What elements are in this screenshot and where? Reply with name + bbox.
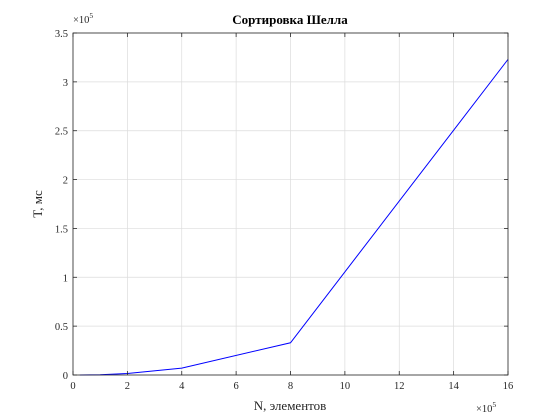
x-multiplier-base: ×10 (476, 404, 492, 415)
y-tick-label: 1 (63, 273, 68, 284)
x-tick-label: 12 (394, 381, 405, 392)
x-tick-labels: 0 2 4 6 8 10 12 14 16 (70, 381, 513, 392)
x-tick-label: 4 (179, 381, 185, 392)
y-tick-label: 3.5 (55, 29, 68, 40)
ticks (72, 32, 509, 376)
y-tick-labels: 0 0.5 1 1.5 2 2.5 3 3.5 (55, 29, 68, 382)
x-tick-label: 2 (125, 381, 130, 392)
y-multiplier-base: ×10 (73, 15, 89, 26)
y-tick-label: 2 (63, 176, 68, 187)
y-tick-label: 3 (63, 78, 68, 89)
x-tick-label: 6 (234, 381, 239, 392)
x-multiplier-exponent: 5 (492, 400, 496, 409)
y-tick-label: 1.5 (55, 224, 68, 235)
x-tick-label: 14 (448, 381, 459, 392)
y-multiplier-exponent: 5 (89, 11, 93, 20)
y-tick-label: 2.5 (55, 127, 68, 138)
y-axis-label: T, мс (30, 190, 45, 218)
y-tick-label: 0.5 (55, 322, 68, 333)
x-axis-label: N, элементов (254, 398, 327, 413)
y-axis-multiplier: ×105 (73, 11, 93, 26)
x-tick-label: 16 (503, 381, 514, 392)
x-tick-label: 8 (288, 381, 293, 392)
x-tick-label: 0 (70, 381, 75, 392)
chart-title: Сортировка Шелла (232, 12, 348, 27)
y-tick-label: 0 (63, 371, 68, 382)
x-axis-multiplier: ×105 (476, 400, 496, 415)
x-tick-label: 10 (340, 381, 351, 392)
